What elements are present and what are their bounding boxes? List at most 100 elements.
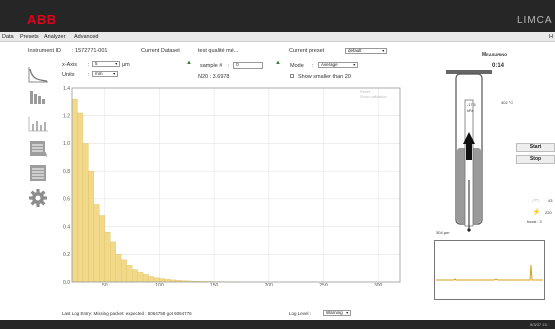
y-tick-label: 1.0 bbox=[63, 141, 70, 147]
plot-frame bbox=[71, 87, 401, 283]
current-dataset-value: test qualité mé... bbox=[198, 48, 239, 54]
probe-diagram bbox=[446, 70, 492, 232]
show-smaller-label: Show smaller than 20 bbox=[298, 74, 351, 80]
signal-trace-chart bbox=[434, 240, 545, 300]
histogram-bar bbox=[115, 254, 122, 283]
plot-area bbox=[72, 88, 400, 282]
menu-advanced[interactable]: Advanced bbox=[74, 34, 99, 40]
instrument-id-label: Instrument ID bbox=[28, 48, 62, 54]
signal-icon: -ᐟᐟᐟ- bbox=[532, 198, 540, 203]
current-preset-label: Current preset bbox=[289, 48, 325, 54]
distribution-curve-icon[interactable] bbox=[27, 66, 49, 84]
x-axis-unit: µm bbox=[122, 62, 130, 68]
y-tick-label: 1.4 bbox=[63, 86, 70, 92]
status-title: Measuring bbox=[482, 52, 508, 58]
reading-b: 220 bbox=[545, 210, 552, 215]
log-level-label: Log Level : bbox=[289, 311, 312, 316]
probe-tip bbox=[467, 228, 471, 232]
histogram-chart: 0.0 0.2 0.4 0.6 0.8 1.0 1.2 1.4 50 100 150 200 250 30… bbox=[63, 86, 401, 286]
x-tick-label: 200 bbox=[265, 283, 274, 286]
lightning-icon: ⚡ bbox=[532, 209, 541, 216]
menu-bar: Data Presets Analyzer Advanced H bbox=[0, 32, 555, 42]
menu-presets[interactable]: Presets bbox=[20, 34, 39, 40]
version-datetime: 8/3/37 15: bbox=[530, 322, 548, 327]
histogram-bar bbox=[77, 112, 84, 283]
preset-select-value: default bbox=[348, 48, 362, 53]
sample-arrow-icon[interactable]: ▲ bbox=[186, 60, 192, 66]
app-title: LIMCA bbox=[517, 15, 553, 26]
menu-analyzer[interactable]: Analyzer bbox=[44, 34, 66, 40]
log-list-icon[interactable] bbox=[27, 164, 49, 182]
preset-select[interactable]: default ▼ bbox=[345, 48, 387, 54]
histogram-bar bbox=[104, 231, 111, 283]
sample-input[interactable]: 0 bbox=[233, 62, 263, 69]
status-bar: 8/3/37 15: bbox=[0, 320, 555, 329]
y-tick-label: 1.2 bbox=[63, 114, 70, 120]
histogram-bar bbox=[164, 279, 171, 283]
temperature-value: 402 °C bbox=[501, 100, 514, 105]
units-colon: : bbox=[88, 72, 90, 78]
x-axis-colon: : bbox=[88, 62, 90, 68]
start-button[interactable]: Start bbox=[516, 143, 555, 152]
histogram-bar bbox=[121, 259, 127, 283]
last-log-entry: Last Log Entry: Missing packet: expected… bbox=[62, 311, 192, 316]
reading-a: 43 bbox=[548, 198, 553, 203]
show-validation-link[interactable]: Show validation bbox=[360, 95, 387, 99]
histogram-bar bbox=[93, 204, 100, 283]
report-icon[interactable] bbox=[27, 140, 49, 158]
x-axis-label: x-Axis bbox=[62, 62, 77, 68]
chevron-down-icon: ▼ bbox=[381, 49, 385, 53]
x-tick-label: 150 bbox=[210, 283, 219, 286]
chevron-down-icon: ▼ bbox=[114, 62, 118, 66]
histogram-bar bbox=[159, 278, 166, 283]
mode-colon: : bbox=[312, 63, 314, 69]
chevron-down-icon: ▼ bbox=[112, 72, 116, 76]
bar-chart-icon[interactable] bbox=[27, 115, 49, 133]
n20-readout: N20 : 3.6978 bbox=[198, 74, 230, 80]
histogram-bar bbox=[110, 241, 116, 283]
histogram-icon[interactable] bbox=[27, 88, 49, 106]
boost-label: boost : 3 bbox=[527, 220, 542, 224]
probe-cap bbox=[446, 70, 492, 74]
show-smaller-checkbox[interactable] bbox=[290, 74, 294, 78]
pressure-value: -17.5 bbox=[467, 103, 476, 107]
gear-icon[interactable] bbox=[27, 188, 49, 208]
histogram-bar bbox=[99, 215, 105, 283]
instrument-id-value: : 1572771-001 bbox=[72, 48, 108, 54]
histogram-bar bbox=[88, 170, 95, 283]
histogram-bar bbox=[137, 272, 144, 283]
menu-help[interactable]: H bbox=[549, 34, 553, 40]
histogram-bar bbox=[126, 265, 133, 283]
sample-colon: : bbox=[228, 63, 230, 69]
log-level-select[interactable]: Warning ▼ bbox=[323, 310, 351, 316]
reset-link[interactable]: Reset bbox=[360, 90, 371, 94]
pressure-unit: kPa bbox=[467, 109, 474, 113]
title-bar: ABB LIMCA bbox=[0, 0, 555, 32]
stop-button[interactable]: Stop bbox=[516, 155, 555, 164]
x-axis-select[interactable]: 5 ▼ bbox=[92, 61, 120, 67]
mode-arrow-icon[interactable]: ▲ bbox=[275, 60, 281, 66]
y-tick-label: 0.2 bbox=[63, 252, 70, 258]
units-select[interactable]: mm ▼ bbox=[92, 71, 118, 77]
y-tick-label: 0.6 bbox=[63, 197, 70, 203]
units-label: Units bbox=[62, 72, 75, 78]
x-axis-select-value: 5 bbox=[95, 61, 98, 66]
x-tick-label: 100 bbox=[155, 283, 164, 286]
y-tick-label: 0.0 bbox=[63, 280, 70, 286]
histogram-bar bbox=[131, 269, 138, 283]
mode-select[interactable]: Average ▼ bbox=[318, 62, 358, 68]
y-tick-label: 0.8 bbox=[63, 169, 70, 175]
mode-label: Mode bbox=[290, 63, 304, 69]
abb-logo: ABB bbox=[27, 12, 57, 27]
log-level-select-value: Warning bbox=[326, 310, 343, 315]
x-tick-label: 300 bbox=[374, 283, 383, 286]
x-tick-label: 250 bbox=[319, 283, 328, 286]
units-select-value: mm bbox=[95, 71, 103, 76]
y-tick-label: 0.4 bbox=[63, 224, 70, 230]
histogram-bar bbox=[71, 98, 78, 283]
histogram-bar bbox=[82, 143, 89, 283]
current-dataset-label: Current Dataset bbox=[141, 48, 180, 54]
menu-data[interactable]: Data bbox=[2, 34, 14, 40]
mode-select-value: Average bbox=[321, 62, 338, 67]
flow-arrow-icon bbox=[463, 132, 475, 160]
